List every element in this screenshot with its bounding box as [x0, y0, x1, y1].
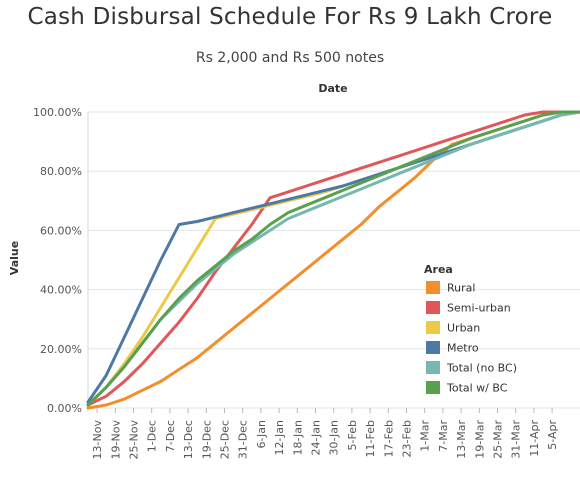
- x-tick-label: 18-Jan: [291, 420, 304, 456]
- legend-label: Rural: [447, 282, 475, 295]
- series-line: [86, 110, 580, 404]
- chart-subtitle: Rs 2,000 and Rs 500 notes: [195, 50, 385, 66]
- series-line: [86, 110, 580, 407]
- x-tick-label: 25-Nov: [128, 420, 141, 460]
- legend-label: Semi-urban: [447, 302, 511, 315]
- legend: Area Rural Semi-urban Urban Metro Total (no …: [424, 263, 517, 395]
- x-axis-title: Date: [318, 82, 347, 95]
- legend-label: Total w/ BC: [446, 382, 508, 395]
- x-tick-label: 17-Feb: [382, 420, 395, 457]
- legend-title: Area: [424, 263, 453, 276]
- x-axis-ticks: 13-Nov 19-Nov 25-Nov 1-Dec 7-Dec 13-Dec 19-Dec…: [91, 408, 559, 459]
- x-tick-label: 11-Apr: [528, 420, 541, 457]
- x-tick-label: 7-Mar: [437, 420, 450, 452]
- x-tick-label: 13-Mar: [455, 420, 468, 459]
- x-tick-label: 13-Dec: [182, 420, 195, 459]
- y-tick-label: 80.00%: [40, 165, 82, 178]
- x-tick-label: 13-Nov: [91, 420, 104, 460]
- legend-swatch: [426, 381, 440, 394]
- x-tick-label: 31-Dec: [237, 420, 250, 459]
- y-tick-label: 20.00%: [40, 343, 82, 356]
- series-lines: [86, 110, 580, 410]
- y-tick-label: 60.00%: [40, 224, 82, 237]
- x-tick-label: 31-Mar: [510, 420, 523, 459]
- y-tick-label: 40.00%: [40, 284, 82, 297]
- legend-label: Total (no BC): [446, 362, 517, 375]
- x-tick-label: 5-Apr: [546, 420, 559, 450]
- legend-label: Metro: [447, 342, 479, 355]
- x-tick-label: 6-Jan: [255, 420, 268, 449]
- x-tick-label: 25-Mar: [492, 420, 505, 459]
- x-tick-label: 23-Feb: [401, 420, 414, 457]
- legend-label: Urban: [447, 322, 480, 335]
- legend-swatch: [426, 341, 440, 354]
- legend-swatch: [426, 361, 440, 374]
- x-tick-label: 19-Dec: [200, 420, 213, 459]
- x-tick-label: 19-Mar: [473, 420, 486, 459]
- y-axis-title: Value: [8, 241, 21, 275]
- x-tick-label: 11-Feb: [364, 420, 377, 457]
- x-tick-label: 7-Dec: [164, 420, 177, 452]
- legend-swatch: [426, 301, 440, 314]
- x-tick-label: 12-Jan: [273, 420, 286, 456]
- x-tick-label: 19-Nov: [109, 420, 122, 460]
- legend-swatch: [426, 281, 440, 294]
- y-tick-label: 100.00%: [33, 106, 82, 119]
- x-tick-label: 5-Feb: [346, 420, 359, 450]
- x-tick-label: 1-Dec: [146, 420, 159, 452]
- y-axis-ticks: 0.00% 20.00% 40.00% 60.00% 80.00% 100.00%: [33, 106, 82, 415]
- y-tick-label: 0.00%: [47, 402, 82, 415]
- legend-swatch: [426, 321, 440, 334]
- series-line: [86, 110, 580, 407]
- x-tick-label: 30-Jan: [328, 420, 341, 456]
- x-tick-label: 24-Jan: [310, 420, 323, 456]
- chart-title: Cash Disbursal Schedule For Rs 9 Lakh Cr…: [27, 4, 553, 30]
- x-tick-label: 25-Dec: [219, 420, 232, 459]
- x-tick-label: 1-Mar: [419, 420, 432, 452]
